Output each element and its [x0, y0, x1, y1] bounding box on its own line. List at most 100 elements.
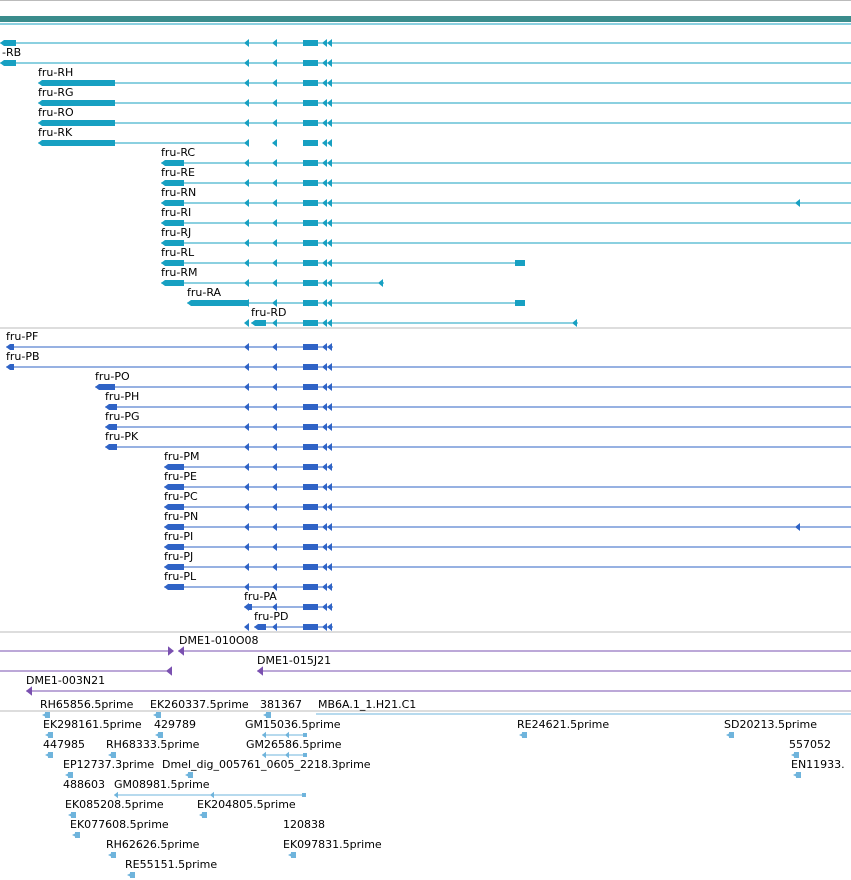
exon-block	[0, 40, 16, 46]
protein-row: fru-PA	[244, 590, 333, 611]
arrow-left-icon	[272, 199, 277, 207]
exon-block	[164, 484, 184, 490]
arrow-left-icon	[272, 383, 277, 391]
arrow-left-icon	[244, 483, 249, 491]
est-block	[729, 732, 734, 738]
protein-row: fru-PN	[164, 510, 851, 531]
arrow-left-icon	[322, 423, 327, 431]
clone-track: DME1-010O08 DME1-015J21 DME1-003N21	[0, 634, 851, 696]
transcript-row: fru-RN	[161, 186, 851, 207]
protein-track: fru-PF fru-PB fru-PO fru-PH fru-PG fru-PK fru-…	[0, 330, 851, 633]
arrow-left-icon	[244, 403, 249, 411]
est-label: RH65856.5prime	[40, 698, 134, 711]
arrow-left-icon	[244, 383, 249, 391]
arrow-left-icon	[272, 39, 277, 47]
clone-arrow-icon	[166, 666, 172, 676]
arrow-left-icon	[272, 343, 277, 351]
est-label: RH62626.5prime	[106, 838, 200, 851]
est-block	[188, 772, 193, 778]
transcript-label: -RB	[2, 46, 21, 59]
est-block	[302, 793, 306, 797]
est-arrow-icon	[210, 791, 214, 799]
est-label: MB6A.1_1.H21.C1	[318, 698, 416, 711]
arrow-left-icon	[322, 319, 327, 327]
transcript-row: fru-RG	[38, 86, 851, 107]
arrow-left-icon	[272, 139, 277, 147]
est-label: EK077608.5prime	[70, 818, 169, 831]
arrow-left-icon	[272, 219, 277, 227]
transcript-row: fru-RE	[161, 166, 851, 187]
exon-block	[303, 524, 318, 530]
est-label: RE55151.5prime	[125, 858, 217, 871]
arrow-left-icon	[322, 503, 327, 511]
arrow-left-icon	[272, 503, 277, 511]
arrow-left-icon	[795, 523, 800, 531]
exon-block	[164, 464, 184, 470]
arrow-left-icon	[327, 583, 332, 591]
exon-block	[515, 260, 525, 266]
est-block	[303, 753, 307, 757]
arrow-left-icon	[272, 59, 277, 67]
est-block	[794, 752, 799, 758]
est-label: EK298161.5prime	[43, 718, 142, 731]
est-block	[522, 732, 527, 738]
arrow-left-icon	[272, 119, 277, 127]
est-label: 429789	[154, 718, 196, 731]
arrow-left-icon	[327, 299, 332, 307]
arrow-left-icon	[327, 259, 332, 267]
est-item: EN11933.	[791, 758, 845, 778]
est-item: MB6A.1_1.H21.C1	[318, 698, 416, 711]
est-item: RE24621.5prime	[517, 718, 609, 738]
exon-block	[303, 464, 318, 470]
arrow-left-icon	[322, 279, 327, 287]
est-item: GM26586.5prime	[246, 738, 342, 759]
arrow-left-icon	[244, 523, 249, 531]
transcript-row: fru-RD	[244, 306, 578, 327]
transcript-label: fru-RJ	[161, 226, 191, 239]
arrow-left-icon	[327, 523, 332, 531]
arrow-left-icon	[244, 299, 249, 307]
exon-block	[303, 444, 318, 450]
transcript-label: fru-RK	[38, 126, 73, 139]
est-arrow-icon	[262, 751, 266, 759]
arrow-left-icon	[327, 343, 332, 351]
arrow-left-icon	[327, 279, 332, 287]
protein-row: fru-PF	[6, 330, 333, 351]
arrow-left-icon	[327, 463, 332, 471]
est-item: EK077608.5prime	[70, 818, 169, 838]
est-item: EK260337.5prime	[150, 698, 249, 718]
arrow-left-icon	[272, 99, 277, 107]
exon-block	[161, 220, 184, 226]
arrow-left-icon	[244, 279, 249, 287]
arrow-left-icon	[322, 543, 327, 551]
protein-label: fru-PC	[164, 490, 198, 503]
exon-block	[6, 364, 14, 370]
arrow-left-icon	[272, 239, 277, 247]
exon-block	[303, 320, 318, 326]
arrow-left-icon	[272, 463, 277, 471]
arrow-left-icon	[327, 319, 332, 327]
protein-label: fru-PG	[105, 410, 140, 423]
arrow-left-icon	[272, 319, 277, 327]
transcript-row: fru-RK	[38, 126, 332, 147]
arrow-left-icon	[322, 179, 327, 187]
arrow-left-icon	[322, 623, 327, 631]
exon-block	[303, 140, 318, 146]
arrow-left-icon	[244, 39, 249, 47]
arrow-left-icon	[322, 199, 327, 207]
transcript-track: -RB fru-RH fru-RG fru-RO fru-RK fru-RC fru-RE f…	[0, 39, 851, 329]
arrow-left-icon	[272, 279, 277, 287]
transcript-label: fru-RN	[161, 186, 196, 199]
exon-block	[6, 344, 14, 350]
transcript-label: fru-RC	[161, 146, 195, 159]
est-arrow-icon	[285, 751, 289, 759]
exon-block	[303, 604, 318, 610]
est-block	[48, 752, 53, 758]
est-label: GM15036.5prime	[245, 718, 341, 731]
est-block	[158, 732, 163, 738]
est-block	[303, 733, 307, 737]
est-block	[45, 712, 50, 718]
exon-block	[303, 40, 318, 46]
arrow-left-icon	[322, 363, 327, 371]
top-region	[0, 0, 851, 25]
